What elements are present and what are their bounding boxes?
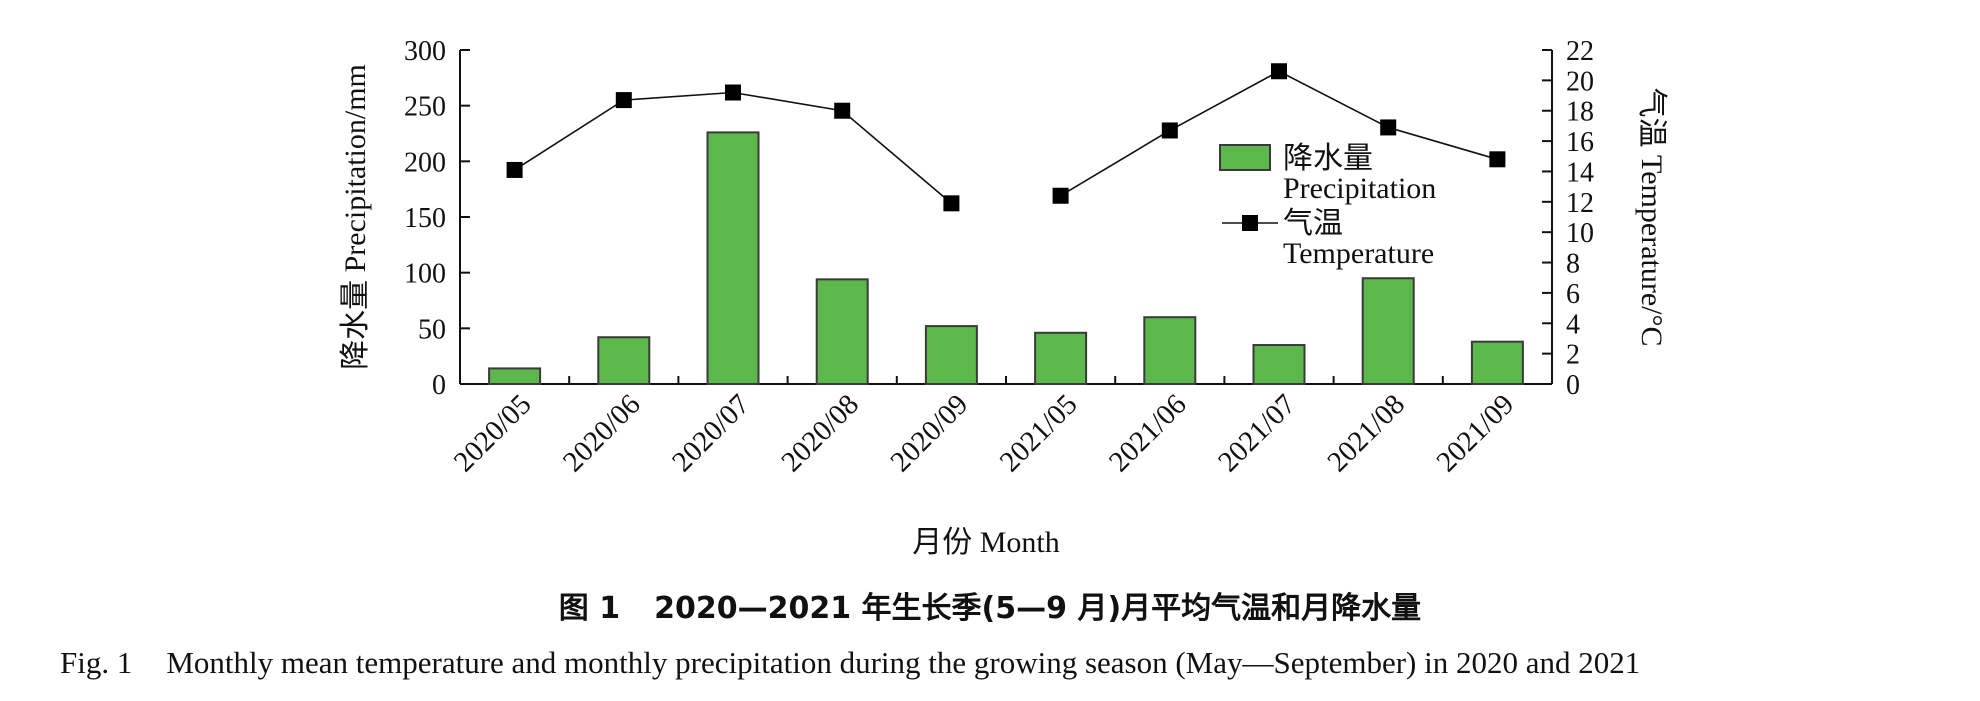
right-y-tick-label: 2 bbox=[1566, 340, 1580, 371]
right-y-tick-label: 14 bbox=[1566, 157, 1594, 188]
temperature-line-group bbox=[506, 63, 1506, 212]
precipitation-bar bbox=[488, 367, 542, 385]
temperature-marker bbox=[1161, 122, 1178, 139]
left-y-tick-label: 100 bbox=[404, 259, 446, 290]
right-y-tick-label: 22 bbox=[1566, 36, 1594, 67]
precipitation-bar bbox=[706, 131, 760, 385]
temperature-marker bbox=[834, 102, 851, 119]
figure-caption-en: Fig. 1 Monthly mean temperature and month… bbox=[60, 645, 1960, 681]
precipitation-bar bbox=[1034, 331, 1088, 385]
right-y-tick-label: 6 bbox=[1566, 279, 1580, 310]
x-tick-label: 2021/08 bbox=[1321, 388, 1411, 478]
x-tick-label: 2020/09 bbox=[885, 388, 975, 478]
temperature-marker bbox=[1489, 151, 1506, 168]
temperature-marker bbox=[1380, 119, 1397, 136]
left-y-tick-label: 300 bbox=[404, 36, 446, 67]
right-y-tick-label: 4 bbox=[1566, 309, 1580, 340]
left-y-tick-label: 50 bbox=[418, 314, 446, 345]
right-y-tick-label: 18 bbox=[1566, 97, 1594, 128]
legend-precipitation-swatch bbox=[1219, 144, 1271, 171]
x-tick-label: 2021/09 bbox=[1431, 388, 1521, 478]
right-y-tick-label: 10 bbox=[1566, 218, 1594, 249]
right-y-tick-label: 8 bbox=[1566, 249, 1580, 280]
x-tick-label: 2020/07 bbox=[666, 388, 756, 478]
x-tick-label: 2020/08 bbox=[775, 388, 865, 478]
precipitation-bar bbox=[1143, 316, 1197, 386]
x-tick-label: 2020/05 bbox=[448, 388, 538, 478]
legend-precipitation-label-en: Precipitation bbox=[1283, 172, 1436, 205]
x-tick-label: 2021/07 bbox=[1212, 388, 1302, 478]
x-axis-title: 月份 Month bbox=[912, 526, 1060, 559]
temperature-marker bbox=[506, 161, 523, 178]
right-y-tick-label: 16 bbox=[1566, 127, 1594, 158]
precipitation-bar bbox=[1361, 277, 1415, 386]
caption-en-text: Monthly mean temperature and monthly pre… bbox=[166, 645, 1641, 680]
precipitation-bar bbox=[1252, 344, 1306, 385]
right-y-tick-label: 12 bbox=[1566, 188, 1594, 219]
precipitation-bar bbox=[815, 278, 869, 386]
left-y-tick-label: 150 bbox=[404, 203, 446, 234]
legend-temperature-marker bbox=[1242, 215, 1258, 231]
left-y-axis-title: 降水量 Precipitation/mm bbox=[339, 64, 372, 370]
precipitation-bar bbox=[924, 325, 978, 385]
x-tick-label: 2021/05 bbox=[994, 388, 1084, 478]
legend-temperature-label-cn: 气温 bbox=[1283, 207, 1343, 240]
temperature-marker bbox=[615, 92, 632, 109]
caption-en-number: Fig. 1 bbox=[60, 645, 133, 680]
left-y-tick-label: 200 bbox=[404, 147, 446, 178]
temperature-marker bbox=[1052, 187, 1069, 204]
legend-temperature-label-en: Temperature bbox=[1283, 237, 1434, 270]
temperature-marker bbox=[1271, 63, 1287, 80]
left-y-tick-label: 250 bbox=[404, 92, 446, 123]
left-y-tick-label: 0 bbox=[432, 370, 446, 401]
temperature-marker bbox=[943, 195, 960, 212]
right-y-tick-label: 20 bbox=[1566, 66, 1594, 97]
legend-precipitation-label-cn: 降水量 bbox=[1283, 142, 1373, 175]
right-y-axis-title: 气温 Temperature/°C bbox=[1635, 88, 1668, 347]
precipitation-bar bbox=[1470, 340, 1524, 385]
right-y-tick-label: 0 bbox=[1566, 370, 1580, 401]
caption-cn-text: 2020—2021 年生长季(5—9 月)月平均气温和月降水量 bbox=[654, 591, 1422, 626]
x-tick-label: 2020/06 bbox=[557, 388, 647, 478]
figure-caption-cn: 图 1 2020—2021 年生长季(5—9 月)月平均气温和月降水量 bbox=[0, 583, 1980, 627]
precipitation-bar bbox=[597, 336, 651, 385]
chart-svg: 0501001502002503000246810121416182022202… bbox=[339, 36, 1668, 559]
axis-labels-group: 0501001502002503000246810121416182022202… bbox=[339, 36, 1668, 559]
temperature-marker bbox=[725, 84, 741, 101]
x-tick-label: 2021/06 bbox=[1103, 388, 1193, 478]
bars-group bbox=[488, 131, 1524, 386]
caption-cn-number: 图 1 bbox=[558, 591, 621, 626]
chart-container: 0 50 100 150 200 250 300 0 2 4 6 8 10 12 14 16 18 20 22 202… bbox=[339, 36, 1668, 559]
